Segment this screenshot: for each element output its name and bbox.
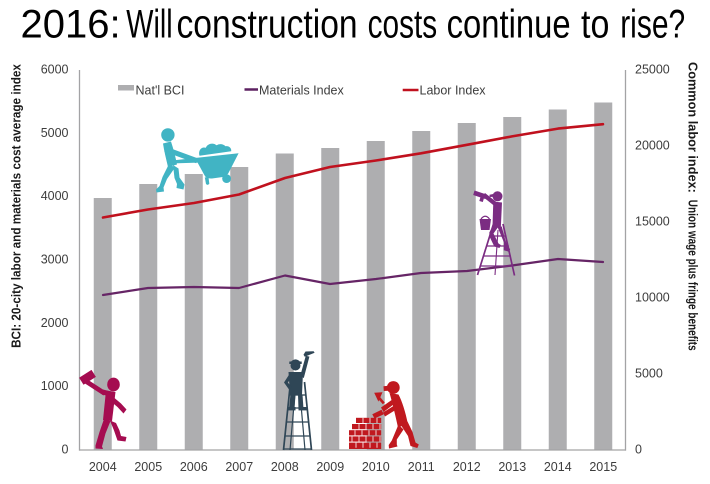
svg-text:2014: 2014 <box>544 460 572 474</box>
svg-text:2007: 2007 <box>225 460 253 474</box>
svg-text:2013: 2013 <box>498 460 526 474</box>
svg-text:2005: 2005 <box>134 460 162 474</box>
svg-text:20000: 20000 <box>635 139 670 153</box>
svg-text:0: 0 <box>62 443 69 457</box>
svg-text:Labor Index: Labor Index <box>420 84 487 98</box>
svg-text:2000: 2000 <box>41 316 69 330</box>
svg-text:construction: construction <box>177 2 358 46</box>
svg-text:Union wage plus fringe benefit: Union wage plus fringe benefits <box>685 200 698 351</box>
svg-text:2006: 2006 <box>180 460 208 474</box>
svg-text:4000: 4000 <box>41 189 69 203</box>
svg-text:to: to <box>581 1 609 46</box>
svg-text:2009: 2009 <box>316 460 344 474</box>
svg-text:BCI: 20-city labor and materia: BCI: 20-city labor and materials cost av… <box>9 64 23 348</box>
svg-text:2016:: 2016: <box>21 3 121 47</box>
svg-text:10000: 10000 <box>635 291 670 305</box>
svg-text:15000: 15000 <box>635 215 670 229</box>
svg-text:Will: Will <box>126 2 172 47</box>
svg-text:2011: 2011 <box>408 460 435 474</box>
svg-text:2010: 2010 <box>362 460 390 474</box>
svg-text:5000: 5000 <box>41 126 69 140</box>
svg-text:0: 0 <box>635 443 642 457</box>
svg-text:2008: 2008 <box>271 460 299 474</box>
svg-text:Materials Index: Materials Index <box>259 84 345 98</box>
svg-text:2004: 2004 <box>89 460 117 474</box>
svg-text:Nat'l BCI: Nat'l BCI <box>136 84 185 98</box>
svg-text:3000: 3000 <box>41 253 69 267</box>
svg-text:5000: 5000 <box>635 367 663 381</box>
svg-text:Common labor index:: Common labor index: <box>686 62 700 193</box>
svg-text:rise?: rise? <box>620 2 685 46</box>
svg-text:25000: 25000 <box>635 63 670 77</box>
svg-text:1000: 1000 <box>41 379 69 393</box>
svg-text:2012: 2012 <box>453 460 481 474</box>
svg-text:6000: 6000 <box>41 63 69 77</box>
svg-text:continue: continue <box>447 1 571 46</box>
svg-text:2015: 2015 <box>589 460 617 474</box>
svg-text:costs: costs <box>368 2 438 46</box>
